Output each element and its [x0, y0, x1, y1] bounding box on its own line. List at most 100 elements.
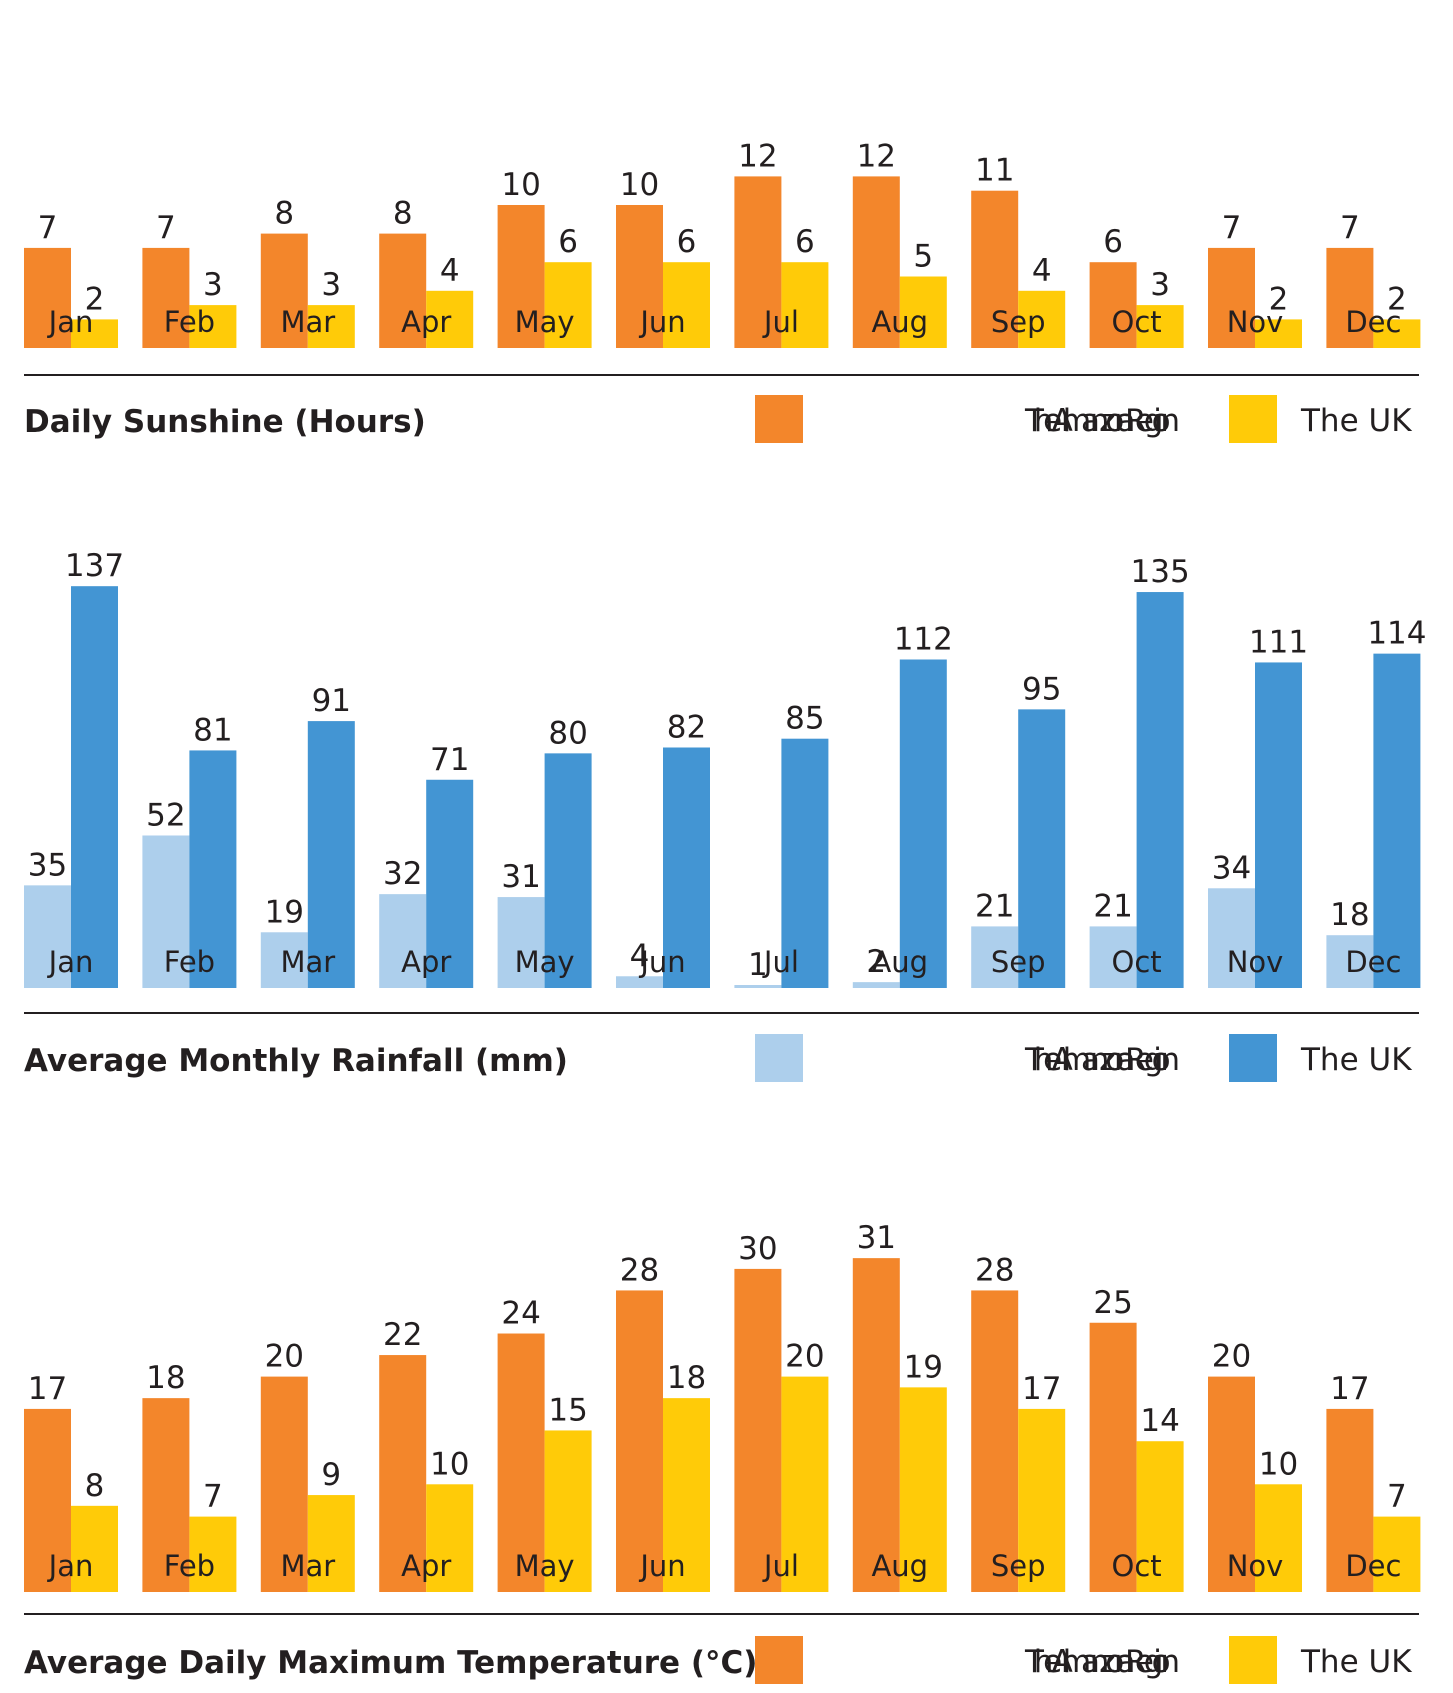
month-label: Apr: [401, 305, 451, 339]
month-label: Nov: [1227, 305, 1284, 339]
bar-almanzora: [616, 1290, 663, 1592]
bar-almanzora: [1208, 1376, 1255, 1592]
month-group: 18 114 Dec: [1326, 616, 1426, 988]
bar-almanzora: [142, 835, 190, 988]
bar-uk: [189, 305, 237, 348]
month-label: Jan: [47, 1549, 94, 1583]
data-label: 80: [548, 715, 587, 751]
month-group: 35 137 Jan: [24, 548, 124, 988]
month-label: Feb: [164, 945, 215, 979]
month-label: Feb: [164, 305, 215, 339]
bar-almanzora: [379, 1355, 427, 1592]
chart-title: Daily Sunshine (Hours): [24, 404, 426, 440]
data-label: 11: [975, 153, 1014, 189]
bar-almanzora: [852, 176, 900, 348]
data-label: 17: [1330, 1371, 1369, 1407]
data-label: 22: [383, 1317, 422, 1353]
legend-swatch-uk: [1229, 395, 1277, 443]
month-group: 12 6 Jul: [734, 138, 829, 348]
data-label: 20: [785, 1339, 824, 1375]
month-label: Sep: [991, 945, 1046, 979]
month-group: 32 71 Apr: [379, 742, 474, 988]
data-label: 10: [430, 1446, 469, 1482]
bar-almanzora: [971, 1290, 1019, 1592]
data-label: 20: [1212, 1339, 1251, 1375]
chart-title: Average Monthly Rainfall (mm): [24, 1043, 568, 1079]
month-label: Jan: [47, 305, 94, 339]
bar-uk: [307, 1495, 355, 1592]
bar-almanzora: [852, 1258, 900, 1592]
bar-almanzora: [1089, 1322, 1137, 1592]
bar-almanzora: [24, 1408, 71, 1592]
data-label: 20: [265, 1339, 304, 1375]
month-label: Sep: [991, 1549, 1046, 1583]
data-label: 10: [1259, 1446, 1298, 1482]
bar-almanzora: [852, 982, 900, 988]
month-group: 4 82 Jun: [616, 709, 710, 988]
bar-uk: [189, 750, 237, 988]
data-label: 10: [501, 167, 540, 203]
data-label: 21: [975, 888, 1014, 924]
data-label: 7: [1340, 210, 1360, 246]
data-label: 2: [1387, 281, 1407, 317]
data-label: 12: [738, 138, 777, 174]
month-label: May: [515, 1549, 575, 1583]
data-label: 21: [1093, 888, 1132, 924]
bar-almanzora: [1089, 926, 1137, 988]
data-label: 95: [1022, 671, 1061, 707]
data-label: 81: [193, 712, 232, 748]
bar-almanzora: [734, 985, 782, 988]
data-label: 3: [1150, 267, 1170, 303]
legend-swatch-almanzora: [755, 1034, 803, 1082]
month-label: Jul: [762, 1549, 799, 1583]
legend-swatch-uk: [1229, 1636, 1277, 1684]
bar-almanzora: [379, 233, 427, 348]
data-label: 32: [383, 856, 422, 892]
month-group: 22 10 Apr: [379, 1317, 474, 1592]
month-label: Mar: [280, 945, 335, 979]
data-label: 2: [1269, 281, 1289, 317]
bar-uk: [1373, 653, 1421, 988]
month-group: 21 135 Oct: [1089, 554, 1190, 988]
bar-uk: [1255, 319, 1302, 348]
data-label: 8: [393, 196, 413, 232]
legend-label: The Almanzora Region: [1024, 1042, 1180, 1078]
legend-label: The UK: [1300, 1644, 1412, 1680]
data-label: 2: [85, 281, 105, 317]
data-label: 3: [203, 267, 223, 303]
bar-uk: [899, 1387, 947, 1592]
month-group: 1 85 Jul: [734, 701, 829, 988]
data-label: 7: [203, 1479, 223, 1515]
month-group: 20 10 Nov: [1208, 1339, 1302, 1592]
data-label: 4: [1032, 253, 1052, 289]
data-label: 82: [667, 709, 706, 745]
bar-uk: [1255, 1484, 1302, 1592]
data-label: 3: [321, 267, 341, 303]
bar-uk: [1136, 592, 1184, 988]
bar-uk: [781, 1376, 829, 1592]
data-label: 1: [748, 947, 768, 983]
month-label: Dec: [1345, 945, 1401, 979]
legend-label: The UK: [1300, 403, 1412, 439]
month-label: Aug: [871, 945, 928, 979]
data-label: 9: [321, 1457, 341, 1493]
bar-almanzora: [971, 190, 1019, 348]
month-label: Apr: [401, 1549, 451, 1583]
legend-label: The UK: [1300, 1042, 1412, 1078]
month-label: Dec: [1345, 1549, 1401, 1583]
data-label: 8: [85, 1468, 105, 1504]
bar-almanzora: [1208, 247, 1255, 348]
data-label: 112: [894, 622, 953, 658]
month-label: Nov: [1227, 1549, 1284, 1583]
month-group: 19 91 Mar: [260, 683, 355, 988]
data-label: 7: [156, 210, 176, 246]
month-label: Nov: [1227, 945, 1284, 979]
month-group: 18 7 Feb: [142, 1360, 237, 1592]
data-label: 34: [1212, 850, 1251, 886]
month-label: Jun: [638, 1549, 685, 1583]
data-label: 5: [913, 239, 933, 275]
data-label: 10: [620, 167, 659, 203]
